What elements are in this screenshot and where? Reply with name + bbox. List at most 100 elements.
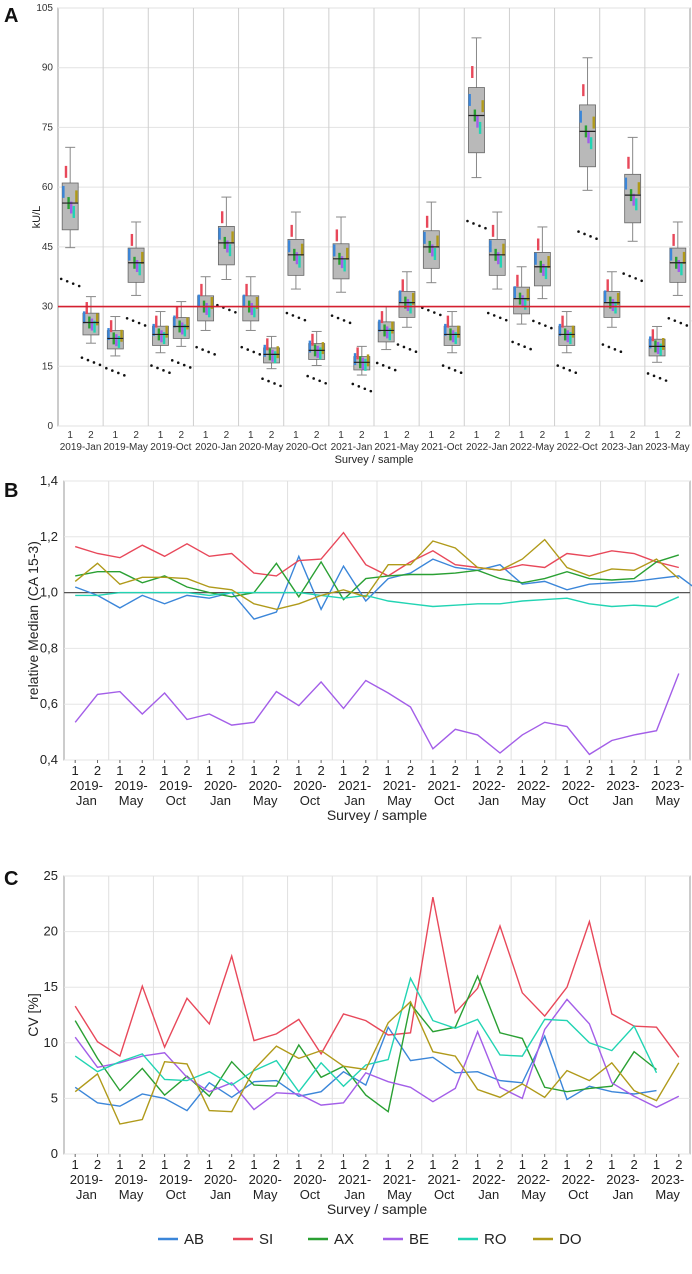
box-method-bar [380, 311, 384, 324]
outlier-point [98, 363, 102, 367]
outlier-point [318, 379, 321, 383]
box-method-bar [388, 328, 391, 341]
box-method-bar [356, 347, 359, 360]
box-method-bar [340, 256, 344, 269]
box-method-bar [536, 238, 540, 251]
x-sample-label: 1 [72, 1157, 79, 1172]
x-sample-label: 1 [161, 1157, 168, 1172]
x-sample-label: 2 [183, 763, 190, 778]
box-method-bar [411, 292, 415, 305]
outlier-point [466, 219, 469, 223]
outlier-point [336, 316, 340, 320]
box-method-bar [333, 244, 336, 257]
x-sample-label: 1 [474, 430, 480, 441]
y-tick-label: 1,0 [40, 585, 58, 600]
x-sample-label: 1 [519, 430, 525, 441]
x-sample-label: 1 [113, 430, 119, 441]
legend-label-ro: RO [484, 1231, 507, 1248]
x-survey-year-label: 2022- [472, 1172, 505, 1187]
box-method-bar [75, 190, 78, 203]
x-sample-label: 1 [340, 1157, 347, 1172]
x-survey-month-label: Oct [568, 1187, 589, 1202]
x-survey-year-label: 2023- [651, 1172, 684, 1187]
box-method-bar [271, 349, 274, 362]
box-method-bar [558, 323, 562, 336]
x-sample-label: 2 [541, 1157, 548, 1172]
box-method-bar [446, 315, 450, 328]
x-survey-year-label: 2020- [204, 778, 237, 793]
box-method-bar [343, 259, 346, 272]
box-method-bar [186, 317, 189, 330]
box-method-bar [662, 338, 665, 350]
x-sample-label: 2 [94, 763, 101, 778]
x-survey-month-label: Jan [612, 793, 633, 808]
box-method-bar [183, 324, 187, 337]
box-method-bar [228, 244, 232, 257]
x-sample-label: 1 [161, 763, 168, 778]
x-sample-label: 2 [362, 1157, 369, 1172]
box-method-bar [276, 346, 279, 359]
outlier-point [589, 235, 592, 238]
box-method-bar [406, 299, 410, 312]
x-sample-label: 2 [496, 763, 503, 778]
x-sample-label: 2 [585, 430, 591, 441]
x-sample-label: 2 [228, 1157, 235, 1172]
box-method-bar [526, 288, 530, 301]
series-line-ro [74, 976, 658, 1093]
y-tick-label: 60 [42, 182, 54, 193]
box-method-bar [513, 286, 517, 299]
box-method-bar [534, 252, 537, 265]
outlier-point [387, 366, 391, 370]
box-method-bar [128, 248, 131, 261]
series-line-ax [75, 554, 680, 601]
box-method-bar [208, 305, 211, 318]
x-sample-label: 2 [362, 763, 369, 778]
x-survey-month-label: May [119, 1187, 144, 1202]
box-method-bar [547, 256, 550, 268]
box-method-bar [491, 224, 495, 237]
box-method-bar [295, 252, 299, 265]
x-sample-label: 1 [250, 1157, 257, 1172]
outlier-point [498, 316, 502, 320]
x-sample-label: 1 [609, 430, 615, 441]
x-survey-month-label: May [387, 793, 412, 808]
box-method-bar [266, 338, 269, 351]
box-method-bar [516, 274, 519, 287]
series-line-si [74, 896, 680, 1058]
box-method-bar [82, 311, 86, 324]
x-sample-label: 1 [429, 1157, 436, 1172]
x-sample-label: 2 [88, 430, 94, 441]
outlier-point [556, 364, 560, 367]
x-survey-year-label: 2023- [606, 778, 639, 793]
outlier-point [634, 277, 637, 280]
x-sample-label: 2 [139, 763, 146, 778]
x-survey-year-label: 2021- [338, 778, 371, 793]
box-method-bar [627, 156, 630, 169]
x-sample-label: 2 [586, 1157, 593, 1172]
legend-label-be: BE [409, 1231, 429, 1248]
x-sample-label: 2 [541, 763, 548, 778]
y-tick-label: 0,6 [40, 696, 58, 711]
outlier-point [478, 224, 481, 228]
box-method-bar [682, 251, 686, 264]
outlier-point [306, 374, 309, 378]
x-sample-label: 2 [317, 763, 324, 778]
x-survey-month-label: Jan [344, 793, 365, 808]
outlier-point [285, 311, 289, 315]
x-sample-label: 2 [407, 763, 414, 778]
x-sample-label: 1 [67, 430, 73, 441]
outlier-point [150, 364, 153, 367]
box-method-bar [497, 252, 500, 265]
box-method-bar [561, 315, 564, 328]
box-method-bar [409, 301, 412, 314]
outlier-point [351, 382, 355, 386]
outlier-point [381, 364, 385, 367]
box-method-bar [385, 326, 389, 339]
box-method-bar [290, 224, 293, 237]
outlier-point [252, 350, 256, 354]
x-survey-month-label: May [253, 1187, 278, 1202]
box-method-bar [436, 235, 439, 248]
box-method-bar [263, 344, 266, 357]
outlier-point [156, 366, 159, 370]
